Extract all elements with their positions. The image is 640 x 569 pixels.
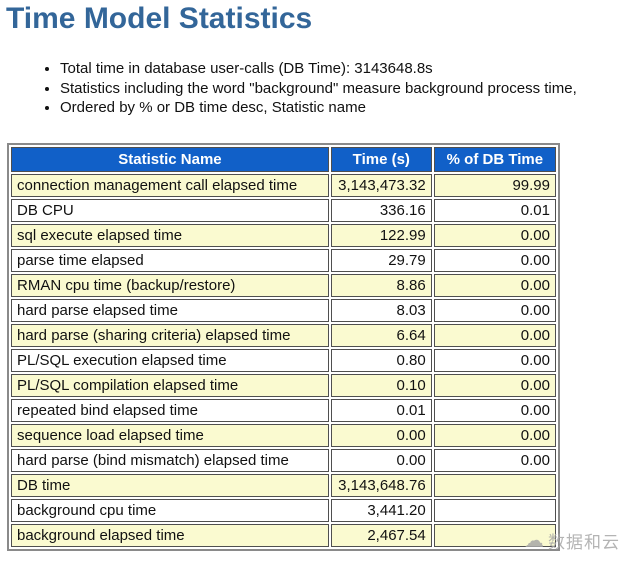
statistic-name-cell: background elapsed time	[11, 523, 329, 547]
table-row: parse time elapsed 29.79 0.00	[11, 248, 556, 272]
statistic-name-cell: hard parse elapsed time	[11, 298, 329, 322]
table-row: RMAN cpu time (backup/restore) 8.86 0.00	[11, 273, 556, 297]
time-cell: 122.99	[330, 223, 432, 247]
statistic-name-cell: DB time	[11, 473, 329, 497]
bullet-ordering-note: Ordered by % or DB time desc, Statistic …	[60, 99, 640, 118]
col-header-statistic-name: Statistic Name	[11, 146, 329, 172]
table-row: DB CPU 336.16 0.01	[11, 198, 556, 222]
time-cell: 3,143,473.32	[330, 173, 432, 197]
statistic-name-cell: background cpu time	[11, 498, 329, 522]
statistic-name-cell: PL/SQL execution elapsed time	[11, 348, 329, 372]
statistic-name-cell: parse time elapsed	[11, 248, 329, 272]
pct-db-time-cell: 0.00	[433, 298, 556, 322]
page-title: Time Model Statistics	[6, 2, 313, 35]
statistic-name-cell: hard parse (bind mismatch) elapsed time	[11, 448, 329, 472]
table-row: hard parse (sharing criteria) elapsed ti…	[11, 323, 556, 347]
time-model-statistics-table: Statistic Name Time (s) % of DB Time con…	[7, 142, 560, 551]
table-header-row: Statistic Name Time (s) % of DB Time	[11, 146, 556, 172]
statistic-name-cell: sql execute elapsed time	[11, 223, 329, 247]
statistic-name-cell: sequence load elapsed time	[11, 423, 329, 447]
time-cell: 3,143,648.76	[330, 473, 432, 497]
statistic-name-cell: PL/SQL compilation elapsed time	[11, 373, 329, 397]
statistic-name-cell: repeated bind elapsed time	[11, 398, 329, 422]
pct-db-time-cell: 0.00	[433, 398, 556, 422]
pct-db-time-cell	[433, 473, 556, 497]
table-row: background cpu time 3,441.20	[11, 498, 556, 522]
time-cell: 0.10	[330, 373, 432, 397]
pct-db-time-cell	[433, 523, 556, 547]
pct-db-time-cell: 0.00	[433, 273, 556, 297]
time-cell: 6.64	[330, 323, 432, 347]
statistic-name-cell: DB CPU	[11, 198, 329, 222]
table-row: sql execute elapsed time 122.99 0.00	[11, 223, 556, 247]
pct-db-time-cell: 0.00	[433, 323, 556, 347]
table-row: hard parse (bind mismatch) elapsed time 0…	[11, 448, 556, 472]
time-cell: 8.86	[330, 273, 432, 297]
pct-db-time-cell: 0.00	[433, 348, 556, 372]
table-row: hard parse elapsed time 8.03 0.00	[11, 298, 556, 322]
pct-db-time-cell: 0.00	[433, 373, 556, 397]
table-row: DB time 3,143,648.76	[11, 473, 556, 497]
time-cell: 3,441.20	[330, 498, 432, 522]
pct-db-time-cell: 99.99	[433, 173, 556, 197]
summary-bullets: Total time in database user-calls (DB Ti…	[0, 60, 640, 118]
time-cell: 336.16	[330, 198, 432, 222]
time-cell: 0.80	[330, 348, 432, 372]
col-header-time-s: Time (s)	[330, 146, 432, 172]
statistic-name-cell: hard parse (sharing criteria) elapsed ti…	[11, 323, 329, 347]
bullet-db-time-total: Total time in database user-calls (DB Ti…	[60, 60, 640, 79]
pct-db-time-cell: 0.01	[433, 198, 556, 222]
table-row: repeated bind elapsed time 0.01 0.00	[11, 398, 556, 422]
time-cell: 8.03	[330, 298, 432, 322]
statistic-name-cell: RMAN cpu time (backup/restore)	[11, 273, 329, 297]
pct-db-time-cell: 0.00	[433, 248, 556, 272]
table-row: PL/SQL execution elapsed time 0.80 0.00	[11, 348, 556, 372]
pct-db-time-cell: 0.00	[433, 423, 556, 447]
time-cell: 0.00	[330, 448, 432, 472]
table-row: PL/SQL compilation elapsed time 0.10 0.00	[11, 373, 556, 397]
pct-db-time-cell: 0.00	[433, 448, 556, 472]
statistic-name-cell: connection management call elapsed time	[11, 173, 329, 197]
bullet-background-note: Statistics including the word "backgroun…	[60, 80, 640, 99]
table-row: sequence load elapsed time 0.00 0.00	[11, 423, 556, 447]
table-row: connection management call elapsed time 3…	[11, 173, 556, 197]
table-row: background elapsed time 2,467.54	[11, 523, 556, 547]
pct-db-time-cell	[433, 498, 556, 522]
time-cell: 29.79	[330, 248, 432, 272]
time-cell: 0.01	[330, 398, 432, 422]
table-body: connection management call elapsed time 3…	[11, 173, 556, 547]
time-cell: 0.00	[330, 423, 432, 447]
time-cell: 2,467.54	[330, 523, 432, 547]
col-header-pct-db-time: % of DB Time	[433, 146, 556, 172]
pct-db-time-cell: 0.00	[433, 223, 556, 247]
